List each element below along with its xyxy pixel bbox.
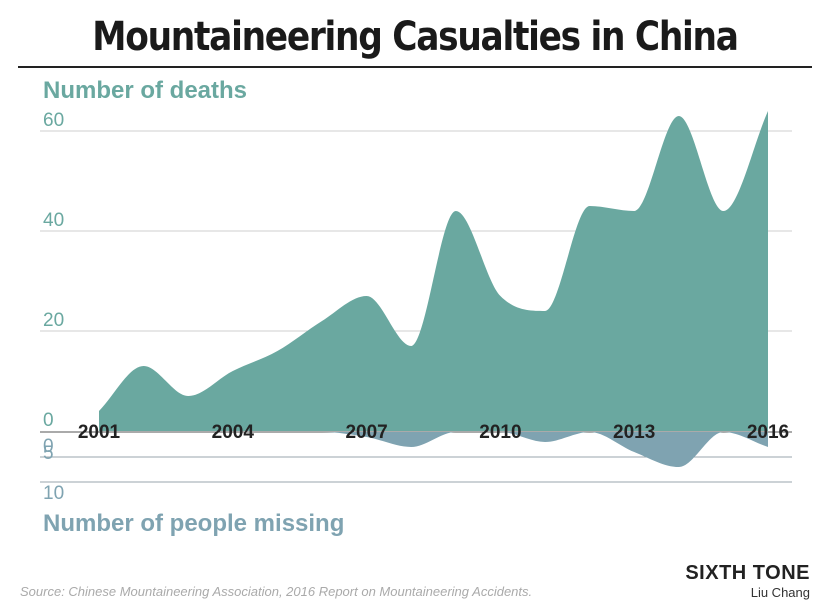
y-tick-deaths-0: 0 <box>43 410 54 431</box>
missing-area <box>99 432 768 467</box>
y-tick-deaths-20: 20 <box>43 310 64 331</box>
y-tick-missing-5: 5 <box>43 443 54 464</box>
chart-title: Mountaineering Casualties in China <box>92 14 739 60</box>
missing-axis-label: Number of people missing <box>43 510 345 537</box>
brand-name: SIXTH TONE <box>685 562 810 584</box>
brand-author: Liu Chang <box>750 585 810 600</box>
x-tick-2007: 2007 <box>345 422 387 443</box>
deaths-axis-label: Number of deaths <box>43 77 248 104</box>
deaths-area <box>99 111 768 431</box>
y-tick-deaths-40: 40 <box>43 210 64 231</box>
brand-block: SIXTH TONE Liu Chang <box>685 562 810 600</box>
y-tick-deaths-60: 60 <box>43 110 64 131</box>
x-tick-2004: 2004 <box>212 422 255 443</box>
x-tick-2010: 2010 <box>479 422 521 443</box>
x-tick-2001: 2001 <box>78 422 121 443</box>
y-tick-missing-10: 10 <box>43 483 64 504</box>
y-tick-missing-0: 0 <box>43 436 54 457</box>
title-divider <box>18 66 812 68</box>
source-note: Source: Chinese Mountaineering Associati… <box>20 584 533 599</box>
x-tick-2016: 2016 <box>747 422 789 443</box>
x-tick-2013: 2013 <box>613 422 655 443</box>
